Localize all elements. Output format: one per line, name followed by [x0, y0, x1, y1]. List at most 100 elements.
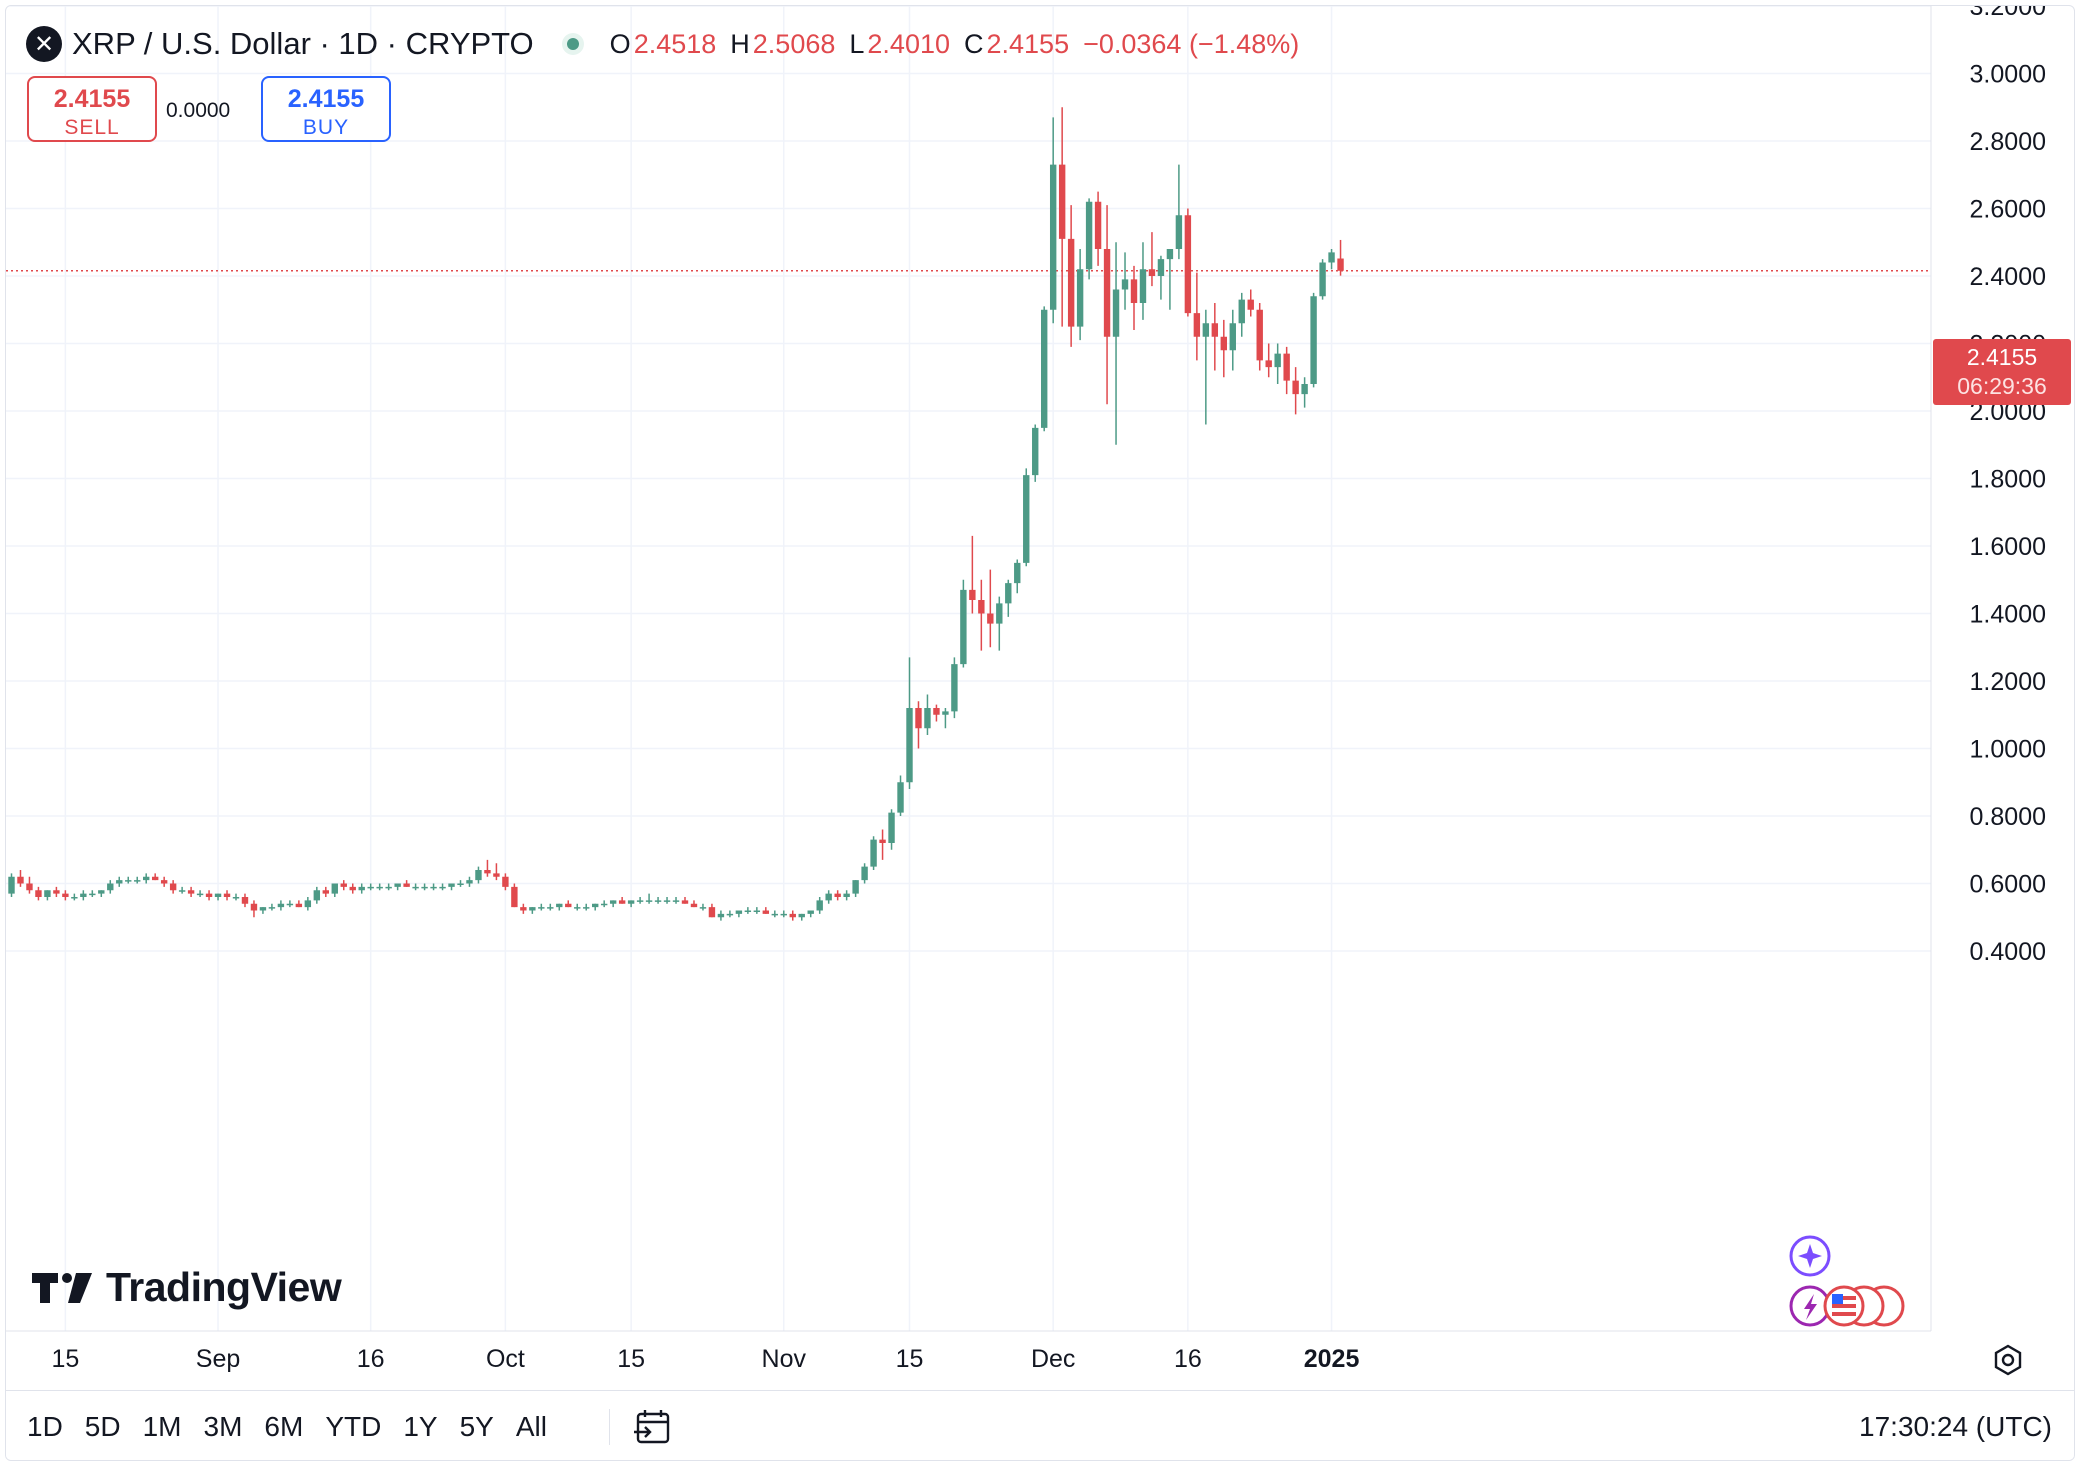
candle-body	[1067, 238, 1075, 327]
candle-body	[35, 890, 42, 897]
range-ytd[interactable]: YTD	[325, 1411, 382, 1442]
utc-clock[interactable]: 17:30:24 (UTC)	[1859, 1411, 2052, 1442]
candle	[807, 910, 814, 918]
candle	[690, 900, 698, 908]
candle-body	[484, 870, 491, 874]
candle-body	[403, 883, 410, 887]
candle-body	[609, 900, 617, 904]
candle-body	[187, 890, 195, 894]
candle	[1301, 377, 1308, 408]
candle	[618, 897, 626, 904]
bar-countdown: 06:29:36	[1957, 373, 2047, 399]
candle-body	[1229, 323, 1236, 351]
range-selector: 1D 5D 1M 3M 6M YTD 1Y 5Y All	[16, 1391, 558, 1460]
candle-body	[466, 880, 473, 884]
candle	[134, 876, 141, 884]
candle-body	[843, 893, 850, 897]
sell-button[interactable]: 2.4155 SELL	[27, 76, 157, 142]
candle	[1032, 424, 1039, 482]
candle	[502, 873, 509, 891]
calendar-goto-icon[interactable]	[632, 1409, 672, 1445]
candle	[1139, 242, 1147, 320]
candle	[232, 893, 240, 901]
candle	[645, 893, 653, 904]
candle	[241, 893, 249, 908]
sparkle-icon[interactable]	[1789, 1235, 1831, 1277]
candle	[1094, 191, 1102, 266]
high-label: H	[730, 28, 750, 59]
candle-body	[89, 893, 96, 896]
lightning-icon[interactable]	[1789, 1285, 1831, 1327]
candle	[609, 900, 617, 908]
market-status-icon[interactable]	[561, 33, 584, 55]
candle	[681, 897, 689, 904]
candle-body	[1337, 258, 1344, 271]
range-1d[interactable]: 1D	[27, 1411, 63, 1442]
candle	[1274, 343, 1281, 384]
candle	[511, 883, 518, 908]
y-tick-label: 0.4000	[1970, 938, 2046, 966]
x-tick-label: 15	[617, 1345, 645, 1373]
candle	[143, 873, 150, 884]
candle	[205, 890, 213, 901]
candle	[1292, 367, 1299, 415]
candle-body	[268, 907, 276, 909]
y-tick-label: 1.0000	[1970, 736, 2046, 764]
candle	[744, 907, 752, 914]
candle	[1076, 249, 1084, 341]
buy-button[interactable]: 2.4155 BUY	[261, 76, 391, 142]
y-tick-label: 1.4000	[1970, 601, 2046, 629]
candle-body	[583, 907, 590, 909]
candle	[1310, 292, 1317, 388]
candle-body	[232, 897, 240, 899]
candle	[834, 890, 841, 901]
candle-body	[116, 880, 123, 884]
candle-body	[1283, 353, 1290, 381]
range-5d[interactable]: 5D	[84, 1411, 121, 1442]
candle-body	[80, 893, 87, 897]
candle	[996, 596, 1003, 651]
price-chart[interactable]: 3.20003.00002.80002.60002.40002.20002.00…	[6, 6, 2075, 1390]
candle-body	[834, 893, 841, 897]
us-flag-icon[interactable]	[1823, 1285, 1905, 1327]
range-1m[interactable]: 1M	[142, 1411, 182, 1442]
candle	[1041, 306, 1048, 432]
range-6m[interactable]: 6M	[264, 1411, 304, 1442]
candle	[1184, 208, 1192, 317]
range-all[interactable]: All	[515, 1411, 547, 1442]
candle-body	[807, 910, 814, 914]
candle-body	[457, 883, 464, 885]
y-tick-label: 0.6000	[1970, 871, 2046, 899]
candle-body	[933, 708, 940, 715]
tradingview-logo[interactable]: TradingView	[32, 1264, 342, 1311]
candle	[879, 829, 886, 860]
candle-body	[870, 839, 877, 867]
x-tick-label: 15	[896, 1345, 924, 1373]
candle-body	[53, 890, 60, 894]
candle	[1319, 259, 1326, 300]
candle	[1283, 346, 1290, 395]
range-5y[interactable]: 5Y	[459, 1411, 494, 1442]
candle-body	[1085, 201, 1093, 270]
symbol-title[interactable]: XRP / U.S. Dollar · 1D · CRYPTO	[72, 26, 534, 61]
candle	[565, 900, 572, 908]
y-tick-label: 2.8000	[1970, 128, 2046, 156]
candle-body	[448, 883, 455, 887]
last-price-value: 2.4155	[1966, 344, 2038, 370]
candle	[44, 890, 51, 901]
candle	[250, 900, 258, 918]
candle	[475, 866, 482, 884]
settings-icon[interactable]	[1992, 1344, 2024, 1376]
candle	[412, 883, 419, 891]
open-label: O	[609, 28, 631, 59]
y-tick-label: 3.2000	[1970, 6, 2046, 21]
candle	[1067, 205, 1075, 347]
candle	[466, 876, 473, 887]
candle-body	[708, 907, 716, 918]
range-3m[interactable]: 3M	[203, 1411, 243, 1442]
candle-body	[196, 893, 204, 896]
candle	[367, 883, 374, 891]
candle-body	[852, 880, 859, 894]
candle-body	[358, 886, 365, 891]
range-1y[interactable]: 1Y	[403, 1411, 438, 1442]
